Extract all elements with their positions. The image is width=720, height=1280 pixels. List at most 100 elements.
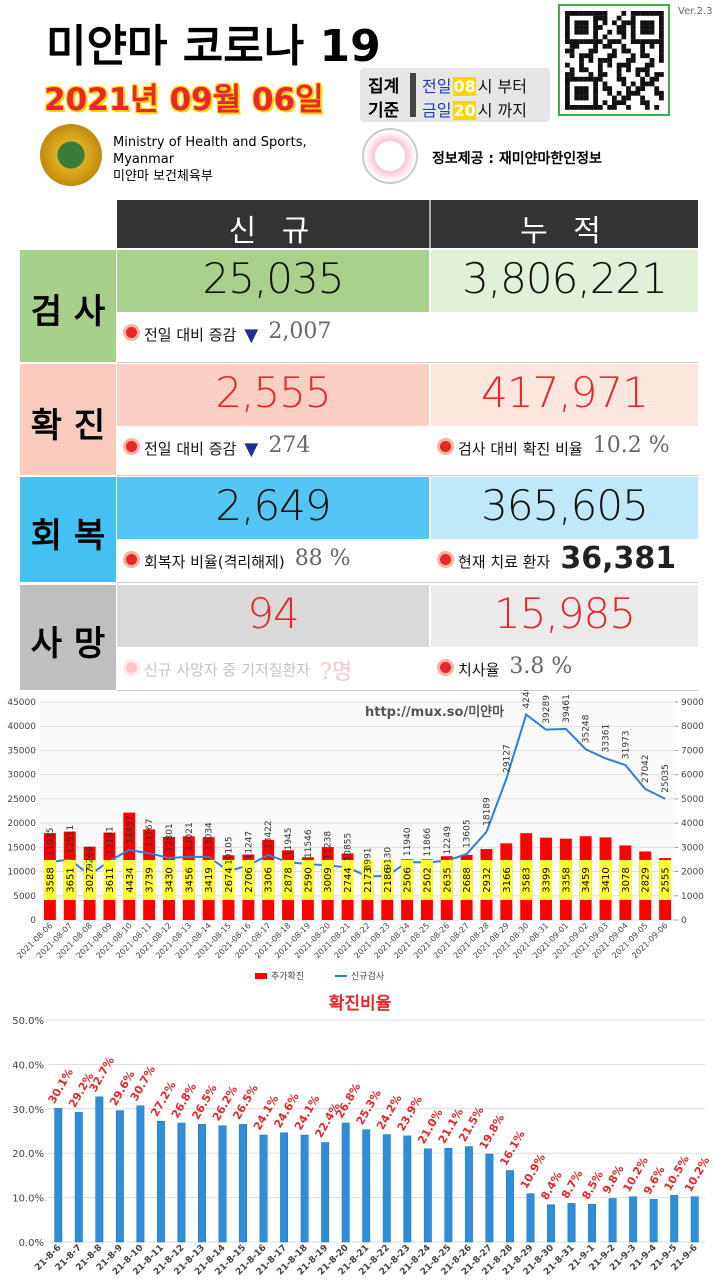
bar [382, 1134, 391, 1243]
qr-cell [602, 20, 608, 26]
qr-cell [630, 53, 636, 59]
qr-cell [583, 20, 589, 26]
basis-from: 전일 08 시 부터 [422, 73, 527, 97]
label-bg [381, 860, 394, 900]
bar [464, 1146, 473, 1243]
qr-cell [612, 95, 617, 101]
bar [362, 1129, 371, 1243]
label-bg [599, 860, 612, 900]
qr-cell [659, 43, 664, 49]
data-label: 3399 [542, 867, 553, 892]
qr-cell [597, 76, 603, 82]
data-label: 18189 [482, 797, 492, 826]
y2-tick-label: 9000 [681, 698, 704, 708]
data-label: 12511 [66, 825, 76, 854]
label-bg [440, 860, 453, 900]
y-tick-label: 0 [30, 916, 36, 926]
bar [259, 1134, 268, 1243]
data-label: 9269 [86, 846, 96, 869]
hour: 20 [453, 101, 476, 120]
qr-cell [621, 43, 627, 49]
qr-cell [640, 48, 645, 54]
annotation: http://mux.so/미얀마 [365, 704, 504, 720]
data-label: 3166 [502, 867, 513, 892]
qr-cell [602, 86, 608, 91]
qr-cell [569, 48, 575, 54]
bar [670, 1195, 679, 1243]
qr-cell [612, 20, 617, 26]
label-bg [103, 860, 116, 900]
qr-cell [630, 29, 636, 35]
qr-cell [607, 43, 613, 49]
row-label: 사 망 [30, 623, 106, 664]
note-icon [126, 554, 137, 565]
data-label: 39461 [562, 694, 572, 723]
data-label: 33361 [602, 724, 612, 753]
qr-cell [593, 11, 598, 16]
data-label: 2829 [641, 867, 652, 892]
qr-cell [565, 39, 570, 44]
qr-cell [574, 76, 580, 82]
data-label: 3651 [65, 867, 76, 892]
qr-cell [579, 11, 584, 16]
qr-cell [659, 72, 664, 77]
basis-label: 집계 [368, 77, 400, 97]
qr-cell [565, 25, 570, 30]
y-tick-label: 30000 [7, 771, 36, 781]
new-bg [117, 585, 429, 647]
data-label: 3078 [621, 867, 632, 892]
label-bg [262, 860, 275, 900]
data-label: 2674 [224, 867, 235, 892]
qr-cell [597, 67, 603, 73]
text: 미얀마 보건체육부 [113, 169, 213, 184]
qr-cell [565, 95, 570, 101]
qr-cell [588, 105, 594, 110]
bar [156, 1120, 165, 1243]
qr-cell [565, 81, 570, 87]
qr-cell [565, 62, 570, 68]
y2-tick-label: 6000 [681, 771, 704, 781]
qr-cell [583, 53, 589, 59]
qr-cell [626, 105, 631, 110]
bar [423, 1148, 432, 1243]
qr-cell [593, 76, 598, 82]
qr-cell [574, 25, 580, 30]
qr-cell [588, 58, 594, 63]
bar [629, 1196, 638, 1243]
data-label: 12191 [105, 826, 115, 855]
data-label: 13605 [463, 819, 473, 848]
label-bg [579, 860, 592, 900]
qr-cell [626, 20, 631, 26]
y-tick-label: 0.0% [19, 1238, 44, 1249]
row-border [117, 582, 698, 583]
qr-cell [569, 76, 575, 82]
qr-cell [579, 62, 584, 68]
data-label: 3588 [45, 867, 56, 892]
qr-cell [635, 90, 641, 96]
new-bg [117, 477, 429, 539]
qr-cell [616, 39, 622, 44]
qr-cell [602, 58, 608, 63]
qr-cell [644, 100, 650, 106]
qr-cell [612, 100, 617, 106]
qr-cell [597, 11, 603, 16]
qr-cell [579, 58, 584, 63]
qr-cell [565, 20, 570, 26]
qr-cell [597, 15, 603, 21]
data-label: 3358 [561, 867, 572, 892]
qr-cell [597, 58, 603, 63]
qr-cell [621, 29, 627, 35]
label-bg [401, 860, 414, 900]
qr-cell [565, 105, 570, 110]
qr-cell [644, 29, 650, 35]
qr-cell [583, 105, 589, 110]
qr-cell [607, 90, 613, 96]
source-logo [362, 128, 418, 184]
note-marker: ▼ [244, 439, 259, 460]
y-tick-label: 20000 [7, 819, 36, 829]
qr-cell [574, 11, 580, 16]
data-label: 29127 [502, 744, 512, 773]
header-bg [117, 200, 698, 248]
total-bg [431, 585, 698, 647]
data-label: 9.8% [600, 1163, 627, 1196]
